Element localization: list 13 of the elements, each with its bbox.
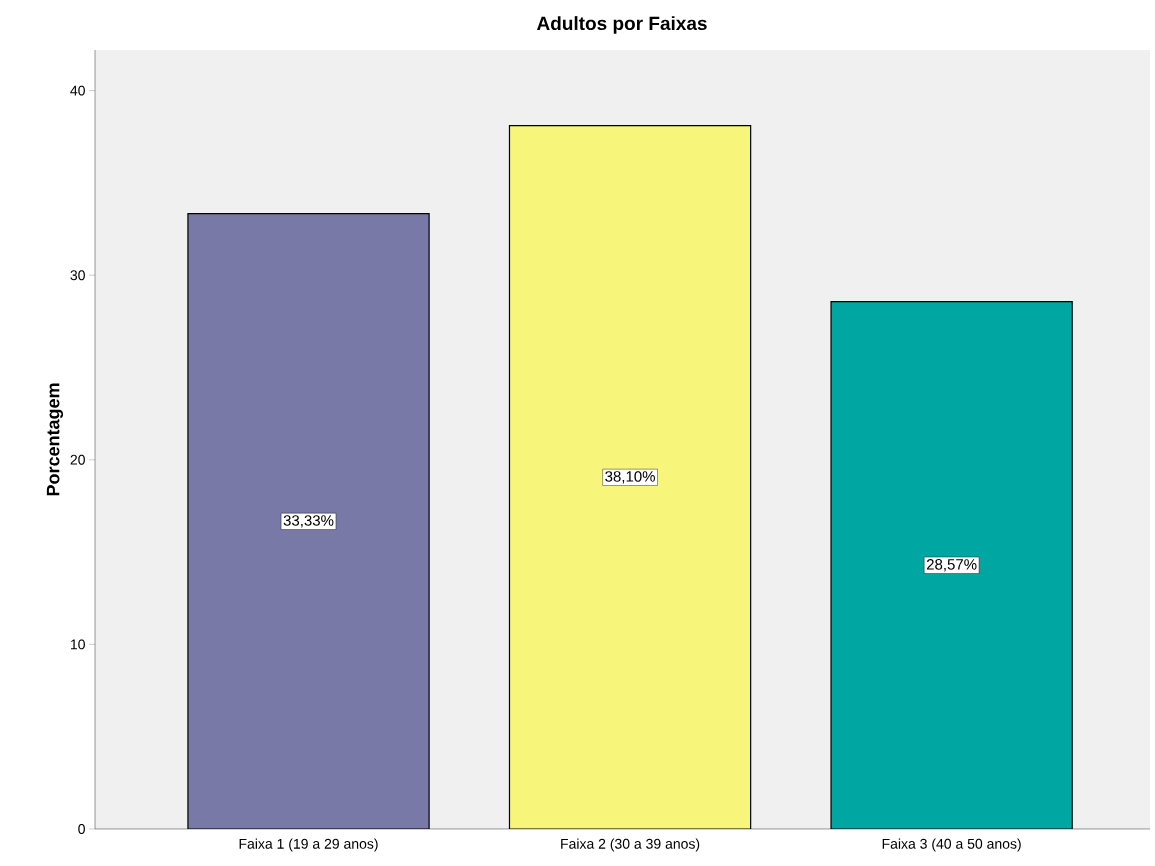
data-label: 33,33% [283, 515, 334, 528]
y-tick-label: 40 [70, 85, 85, 96]
x-tick-label: Faixa 2 (30 a 39 anos) [561, 838, 700, 852]
data-label: 38,10% [605, 471, 655, 484]
x-tick-label: Faixa 3 (40 a 50 anos) [882, 838, 1021, 852]
y-tick-label: 30 [70, 270, 85, 281]
y-tick-label: 10 [70, 639, 85, 650]
x-tick-label: Faixa 1 (19 a 29 anos) [239, 838, 378, 852]
data-label: 28,57% [926, 559, 977, 572]
y-tick-label: 20 [70, 454, 85, 465]
y-axis-title: Porcentagem [46, 383, 64, 496]
chart-title: Adultos por Faixas [536, 16, 707, 34]
y-tick-label: 0 [78, 824, 85, 834]
